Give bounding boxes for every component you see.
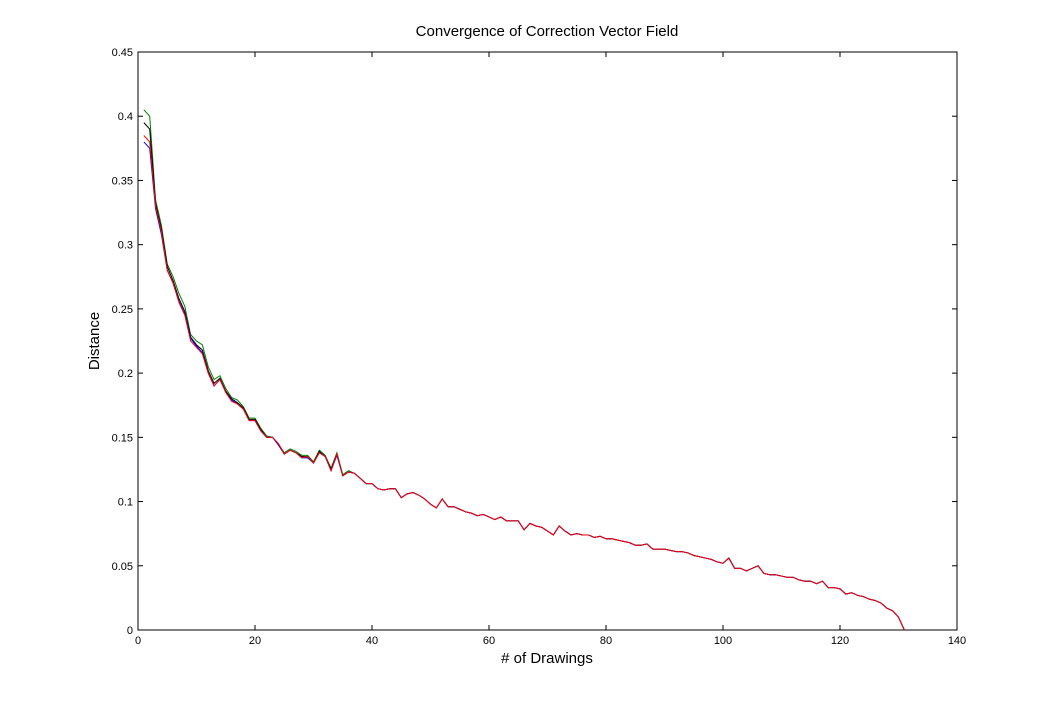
y-tick-label: 0.2 xyxy=(118,368,133,380)
x-tick-label: 20 xyxy=(249,635,261,647)
y-tick-label: 0.15 xyxy=(112,432,133,444)
plot-area xyxy=(137,51,958,631)
x-tick-label: 80 xyxy=(600,635,612,647)
x-tick-label: 100 xyxy=(714,635,732,647)
y-tick-label: 0.3 xyxy=(118,240,133,252)
x-tick-label: 60 xyxy=(483,635,495,647)
y-tick-label: 0.45 xyxy=(112,47,133,59)
y-tick-label: 0.1 xyxy=(118,497,133,509)
x-tick-label: 140 xyxy=(948,635,966,647)
x-axis-label: # of Drawings xyxy=(501,650,593,667)
y-tick-label: 0 xyxy=(127,625,133,637)
y-tick-label: 0.05 xyxy=(112,561,133,573)
y-axis-label: Distance xyxy=(86,312,103,370)
x-tick-label: 120 xyxy=(831,635,849,647)
y-tick-label: 0.25 xyxy=(112,304,133,316)
series-line xyxy=(143,135,905,631)
y-tick-label: 0.4 xyxy=(118,111,133,123)
y-tick-label: 0.35 xyxy=(112,175,133,187)
chart-title: Convergence of Correction Vector Field xyxy=(416,23,679,40)
x-tick-label: 40 xyxy=(366,635,378,647)
x-tick-label: 0 xyxy=(135,635,141,647)
